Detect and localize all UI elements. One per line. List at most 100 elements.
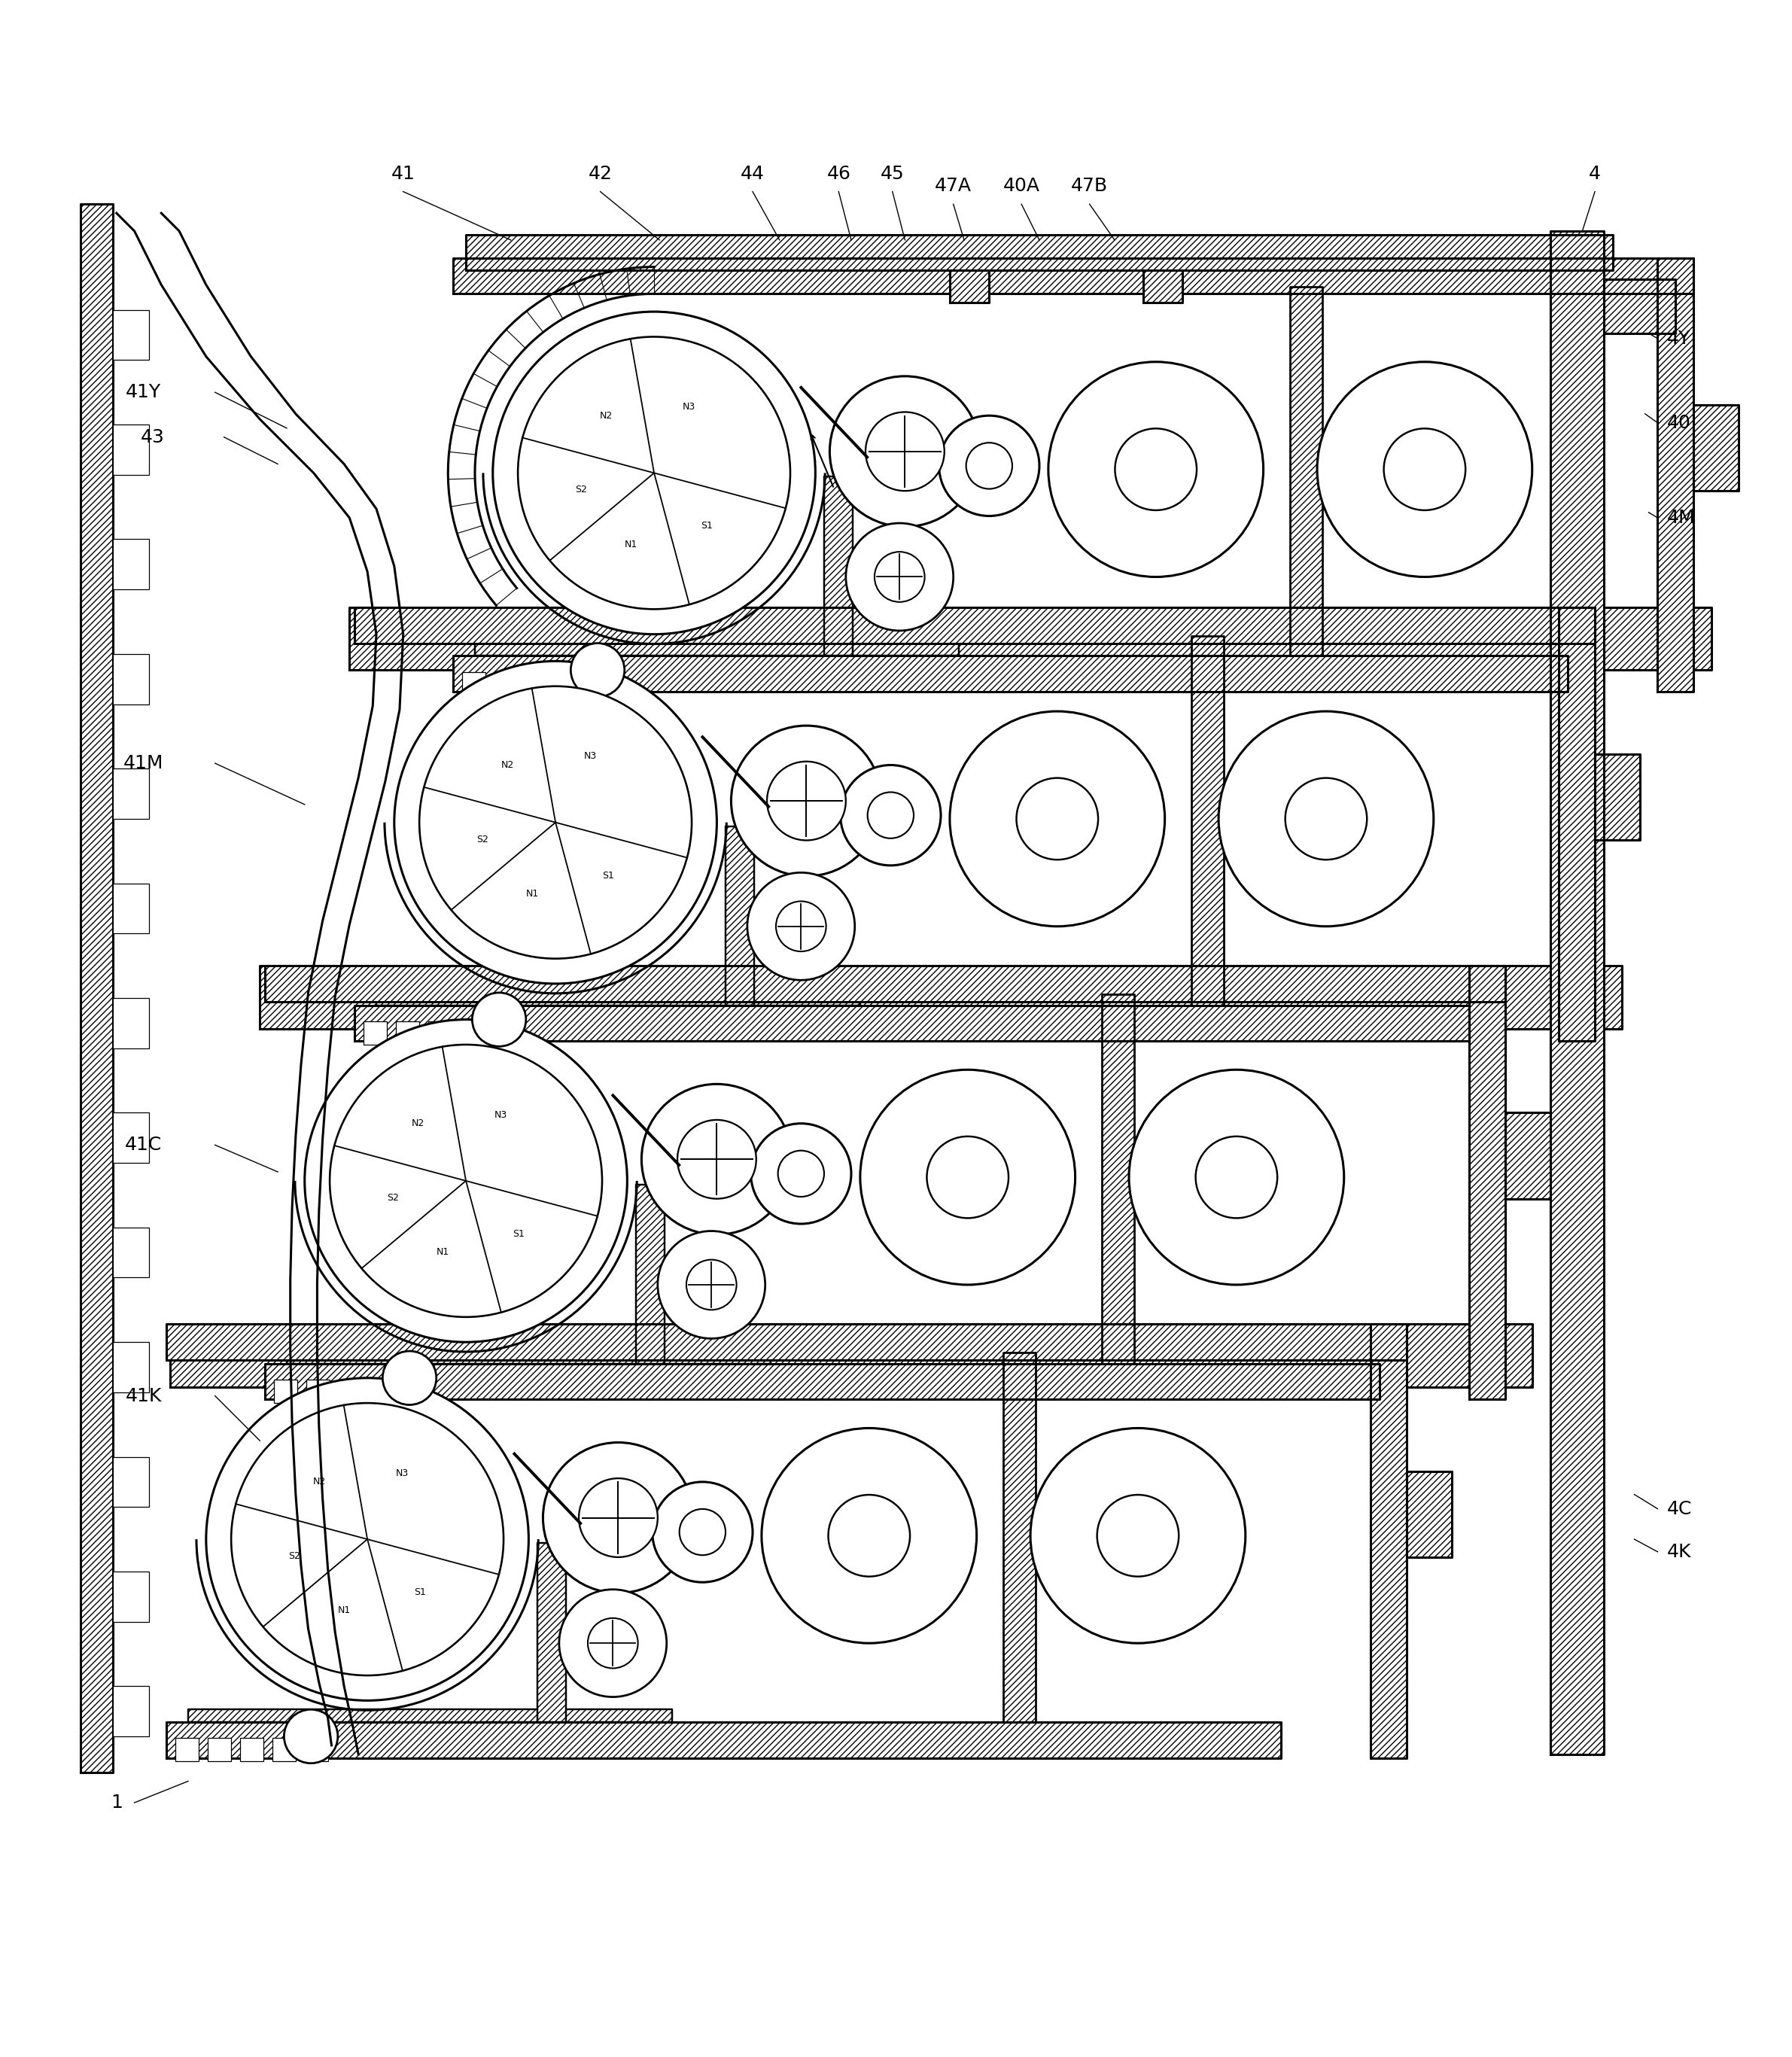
Bar [1505,1113,1550,1199]
Circle shape [231,1403,504,1676]
Bar [274,1380,297,1403]
Bar [265,1364,1380,1399]
Text: N2: N2 [412,1119,425,1129]
Circle shape [394,660,717,983]
Bar [305,1738,328,1761]
Circle shape [686,1259,737,1310]
Text: 41M: 41M [124,755,163,771]
Bar [495,673,518,695]
Bar [1658,257,1693,691]
Bar [176,1738,199,1761]
Bar [636,1185,665,1364]
Bar [113,1113,149,1162]
Circle shape [652,1481,753,1582]
Text: 41Y: 41Y [125,383,161,401]
Bar [1371,1325,1407,1759]
Circle shape [1317,362,1532,576]
Text: N2: N2 [314,1477,326,1487]
Circle shape [776,901,826,952]
Circle shape [860,1070,1075,1286]
Circle shape [283,1709,337,1763]
Bar [461,1022,484,1045]
Bar [376,994,860,1006]
Bar [355,1006,1469,1041]
Text: 4K: 4K [1667,1543,1692,1561]
Circle shape [1219,712,1434,926]
Bar [538,1543,566,1722]
Bar [170,1325,1532,1386]
Bar [1407,1471,1452,1557]
Circle shape [206,1378,529,1701]
Bar [1290,286,1322,656]
Text: 43: 43 [140,428,165,446]
Bar [113,1572,149,1621]
Bar [475,644,959,656]
Bar [371,1380,394,1403]
Circle shape [939,416,1039,516]
Text: S2: S2 [575,485,588,494]
Text: 40: 40 [1667,413,1690,432]
Circle shape [731,726,882,876]
Circle shape [778,1150,824,1197]
Text: 40A: 40A [1004,177,1039,195]
Text: N1: N1 [435,1247,450,1257]
Bar [208,1738,231,1761]
Bar [1550,230,1604,1755]
Circle shape [846,522,953,631]
Bar [113,539,149,590]
Bar [113,1341,149,1393]
Bar [113,311,149,360]
Circle shape [658,1230,765,1339]
Text: 4: 4 [1590,165,1600,183]
Bar [396,1022,419,1045]
Text: 41C: 41C [125,1135,161,1154]
Text: 44: 44 [740,165,765,183]
Bar [240,1738,263,1761]
Bar [339,1380,362,1403]
Circle shape [382,1351,435,1405]
Bar [1604,280,1676,333]
Circle shape [830,376,980,527]
Text: N1: N1 [337,1607,351,1615]
Circle shape [1285,778,1367,860]
Circle shape [543,1442,694,1592]
Circle shape [926,1135,1009,1218]
Circle shape [1383,428,1466,510]
Circle shape [559,1590,667,1697]
Bar [1004,1354,1036,1722]
Bar [349,607,1711,671]
Bar [113,882,149,934]
Text: 1: 1 [111,1794,122,1812]
Text: S1: S1 [414,1588,426,1596]
Circle shape [588,1619,638,1668]
Text: 4C: 4C [1667,1500,1692,1518]
Bar [403,1380,426,1403]
Circle shape [1115,428,1197,510]
Bar [1102,994,1134,1364]
Bar [364,1022,387,1045]
Text: N3: N3 [683,401,695,411]
Circle shape [419,687,692,959]
Bar [1469,967,1505,1399]
Bar [188,1709,672,1722]
Bar [726,827,754,1006]
Text: N2: N2 [502,761,514,769]
Text: S1: S1 [602,870,615,880]
Bar [428,1022,452,1045]
Bar [306,1380,330,1403]
Text: 47A: 47A [935,177,971,195]
Text: N3: N3 [584,751,597,761]
Bar [113,998,149,1049]
Bar [81,204,113,1773]
Circle shape [950,712,1165,926]
Text: S2: S2 [289,1551,301,1561]
Text: 45: 45 [880,165,905,183]
Text: S1: S1 [701,520,713,531]
Text: 41: 41 [391,165,416,183]
Text: 4Y: 4Y [1667,329,1690,348]
Text: 46: 46 [826,165,851,183]
Bar [559,673,582,695]
Circle shape [966,442,1012,490]
Circle shape [642,1084,792,1234]
Circle shape [677,1119,756,1199]
